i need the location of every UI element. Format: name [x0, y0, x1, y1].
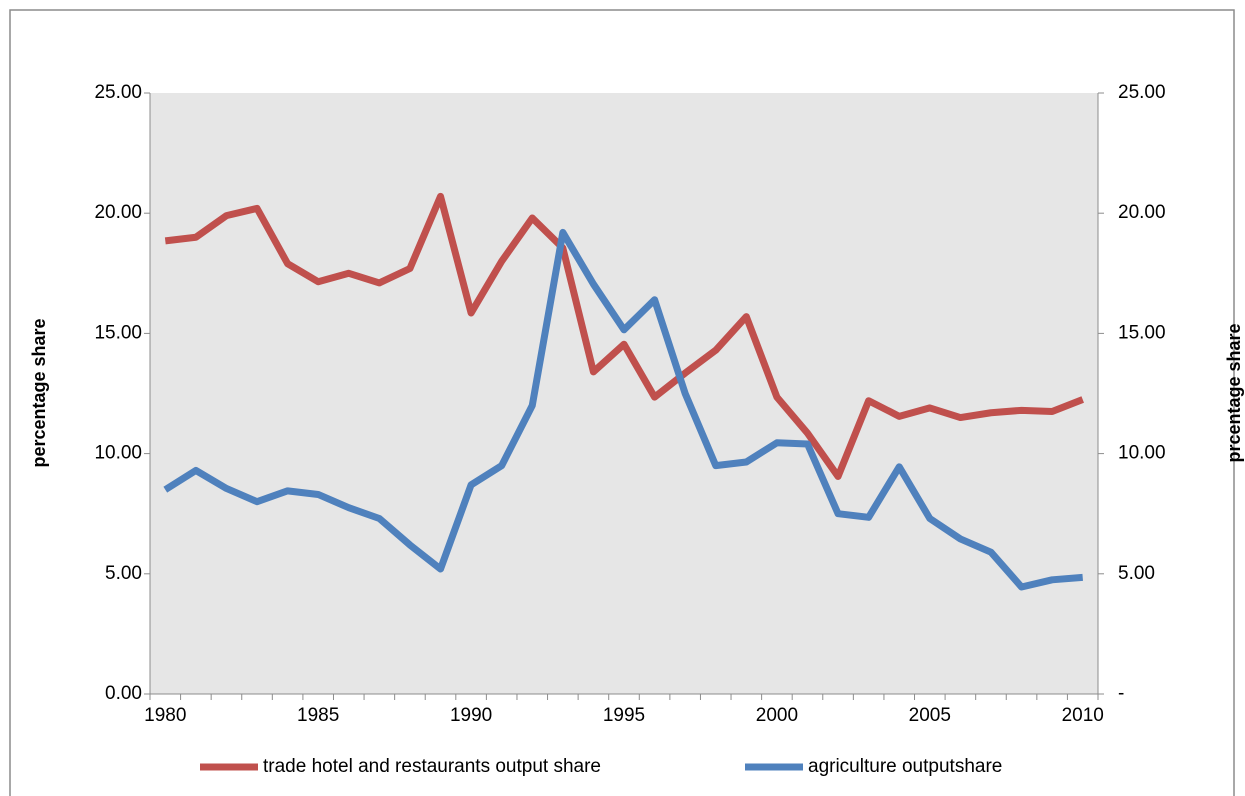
- y2-tick-label: 25.00: [1118, 82, 1166, 103]
- x-tick-label: 1985: [297, 705, 339, 726]
- y2-tick-label: -: [1118, 683, 1124, 704]
- x-tick-label: 2010: [1062, 705, 1104, 726]
- series-line: [163, 228, 1083, 591]
- y2-axis-title: prcentage share: [1224, 323, 1244, 462]
- series-line: [164, 192, 1084, 480]
- y2-tick-label: 10.00: [1118, 443, 1166, 464]
- y2-tick-label: 20.00: [1118, 202, 1166, 223]
- x-tick-label: 1980: [144, 705, 186, 726]
- y-tick-label: 5.00: [105, 563, 142, 584]
- y-tick-label: 15.00: [94, 322, 142, 343]
- legend-label: trade hotel and restaurants output share: [263, 756, 601, 777]
- y-tick-label: 10.00: [94, 443, 142, 464]
- y2-tick-label: 15.00: [1118, 322, 1166, 343]
- legend-label: agriculture outputshare: [808, 756, 1002, 777]
- x-tick-label: 2005: [909, 705, 951, 726]
- plot-area: [150, 93, 1098, 694]
- y2-tick-label: 5.00: [1118, 563, 1155, 584]
- y-tick-label: 25.00: [94, 82, 142, 103]
- x-tick-label: 1995: [603, 705, 645, 726]
- y-tick-label: 20.00: [94, 202, 142, 223]
- x-tick-label: 1990: [450, 705, 492, 726]
- y-axis-title: percentage share: [29, 318, 49, 467]
- y-tick-label: 0.00: [105, 683, 142, 704]
- x-tick-label: 2000: [756, 705, 798, 726]
